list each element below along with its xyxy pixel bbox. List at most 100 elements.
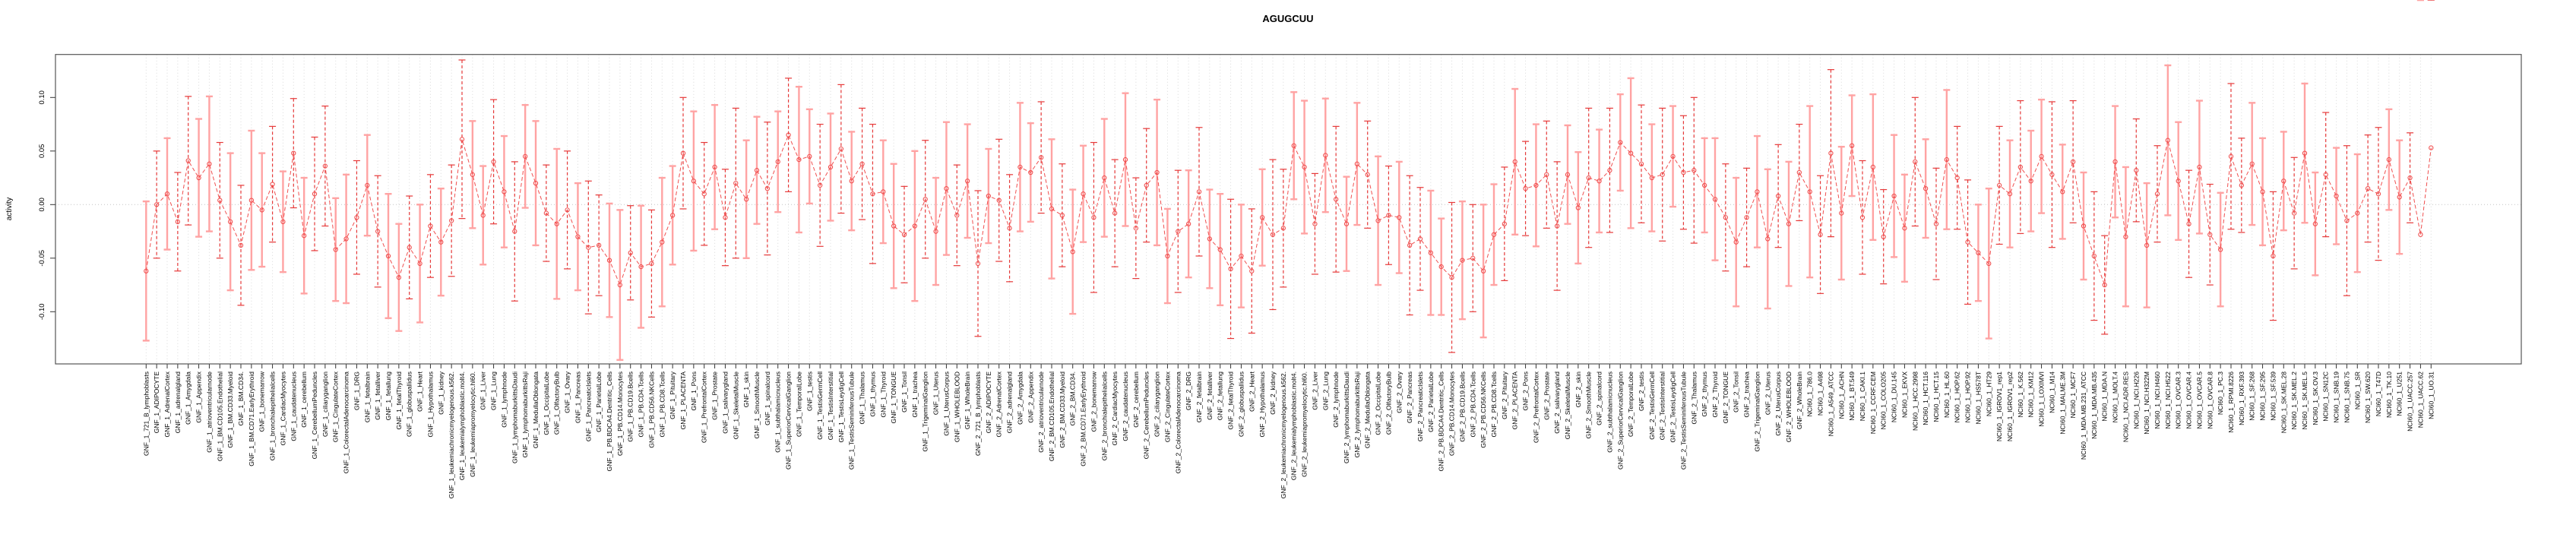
data-point-marker — [1755, 189, 1760, 194]
x-tick-label: NCI60_1_PC.3 — [2217, 372, 2224, 415]
data-point-marker — [175, 219, 181, 225]
data-point-marker — [1228, 266, 1233, 272]
data-point-marker — [1417, 236, 1423, 242]
x-tick-label: GNF_2_leukemiapromyelocytic.hl60. — [1301, 372, 1309, 477]
x-tick-label: GNF_1_trachea — [911, 372, 919, 418]
x-tick-label: GNF_2_AdrenalCortex — [995, 371, 1003, 437]
data-point-marker — [2049, 172, 2055, 177]
x-tick-label: NCI60_1_RXF.393 — [2238, 372, 2245, 425]
x-tick-label: NCI60_1_MALME.3M — [2059, 372, 2066, 435]
x-tick-label: GNF_1_SkeletalMuscle — [732, 372, 739, 440]
data-point-marker — [1775, 193, 1781, 199]
data-point-marker — [723, 215, 728, 220]
x-tick-label: NCI60_1_OVCAR.8 — [2206, 372, 2214, 429]
y-tick-label: -0.10 — [38, 303, 46, 320]
x-tick-label: GNF_2_kidney — [1269, 371, 1277, 414]
data-point-marker — [1607, 168, 1612, 173]
x-tick-label: GNF_1_UterusCorpus — [942, 372, 950, 436]
y-tick-label: 0.10 — [38, 90, 46, 105]
x-tick-label: GNF_1_caudatenucleus — [290, 372, 297, 441]
x-tick-label: NCI60_1_MDA.N — [2101, 372, 2109, 422]
data-point-marker — [1859, 215, 1866, 220]
data-point-marker — [617, 282, 623, 288]
x-tick-label: GNF_2_PLACENTA — [1511, 372, 1519, 430]
x-tick-label: GNF_1_Heart — [416, 371, 424, 412]
data-point-marker — [922, 197, 928, 202]
data-point-marker — [470, 172, 476, 177]
data-point-marker — [1049, 206, 1055, 212]
x-tick-label: GNF_2_TestisLeydigCell — [1669, 372, 1677, 443]
x-tick-label: NCI60_1_OVCAR.5 — [2195, 372, 2203, 429]
x-tick-label: GNF_1_SuperiorCervicalGanglion — [785, 372, 793, 470]
x-tick-label: NCI60_1_NCI.H322M — [2143, 372, 2150, 435]
data-point-marker — [733, 180, 739, 186]
x-tick-label: GNF_1_Pancreas — [574, 372, 581, 423]
x-tick-label: GNF_1_Thalamus — [859, 372, 866, 424]
x-tick-label: NCI60_1_SK.MEL.5 — [2301, 372, 2309, 430]
x-tick-label: GNF_2_TestisInterstitial — [1659, 372, 1666, 440]
data-point-marker — [2239, 182, 2244, 188]
x-tick-label: NCI60_1_OVCAR.4 — [2185, 372, 2193, 429]
x-tick-label: NCI60_1_SW.620 — [2364, 372, 2372, 423]
x-tick-label: GNF_2_fetallung — [1217, 372, 1224, 421]
data-point-marker — [1828, 150, 1834, 156]
x-tick-label: GNF_2_BM.CD71.EarlyErythroid — [1080, 372, 1087, 466]
data-point-marker — [2070, 159, 2076, 165]
x-tick-label: GNF_2_fetalThyroid — [1227, 372, 1235, 430]
x-tick-label: GNF_2_SkeletalMuscle — [1564, 372, 1571, 440]
data-point-marker — [1712, 197, 1718, 202]
x-tick-label: GNF_2_lymphomaburkittsRaji — [1353, 372, 1361, 457]
x-tick-label: GNF_1_SmoothMuscle — [753, 372, 761, 439]
data-point-marker — [912, 223, 918, 229]
x-tick-label: GNF_2_WHOLEBLOOD — [1785, 372, 1793, 442]
data-point-marker — [775, 159, 780, 165]
data-point-marker — [1217, 247, 1223, 252]
x-tick-label: GNF_2_Prostate — [1543, 372, 1550, 420]
data-point-marker — [1207, 236, 1213, 242]
x-tick-label: GNF_2_caudatenucleus — [1122, 372, 1129, 441]
x-tick-label: GNF_2_BM.CD34. — [1069, 372, 1077, 425]
x-tick-label: GNF_2_skin — [1574, 372, 1582, 408]
data-point-marker — [2060, 189, 2065, 194]
data-point-marker — [207, 161, 212, 166]
data-point-marker — [1091, 215, 1097, 220]
x-tick-label: GNF_2_leukemiachronicmyelogenous.k562. — [1280, 372, 1287, 498]
data-point-marker — [1102, 175, 1107, 181]
x-tick-label: GNF_1_BM.CD33.Myeloid — [226, 372, 234, 448]
x-tick-label: NCI60_1_SR — [2353, 372, 2361, 409]
x-tick-label: NCI60_1_RPMI.8226 — [2227, 372, 2235, 433]
x-tick-label: GNF_1_skin — [742, 372, 750, 408]
data-point-marker — [1397, 215, 1402, 220]
data-point-marker — [248, 198, 255, 203]
x-tick-label: NCI60_1_IGROV1_rep2 — [2006, 372, 2014, 441]
x-tick-label: GNF_1_thymus — [869, 372, 876, 417]
data-point-marker — [533, 180, 539, 186]
data-point-marker — [1733, 239, 1739, 245]
data-point-marker — [701, 191, 707, 197]
x-tick-label: GNF_2_Pituitary — [1501, 371, 1508, 419]
x-tick-label: GNF_2_BM.CD105.Endothelial — [1048, 372, 1055, 461]
data-point-marker — [2344, 218, 2350, 223]
x-tick-label: GNF_1_ciliaryganglion — [321, 372, 329, 437]
x-tick-label: NCI60_1_U251 — [2396, 372, 2404, 416]
x-tick-label: GNF_1_PB.CD56.NKCells — [647, 372, 655, 448]
x-tick-label: NCI60_1_SK.OV.3 — [2312, 372, 2319, 425]
x-tick-label: GNF_1_AdrenalCortex — [163, 371, 171, 437]
data-point-marker — [901, 232, 907, 237]
x-tick-label: GNF_1_BM.CD105.Endothelial — [216, 372, 223, 461]
x-tick-label: GNF_2_ciliaryganglion — [1154, 372, 1161, 437]
x-tick-label: NCI60_1_SK.MEL.28 — [2280, 372, 2287, 434]
y-tick-label: 0.05 — [38, 144, 46, 159]
data-point-marker — [1902, 226, 1907, 231]
x-tick-label: GNF_1_PB.BDCA4.Dentritic_Cells — [606, 372, 613, 471]
x-tick-label: GNF_2_DRG — [1185, 372, 1192, 410]
x-tick-label: GNF_1_lymphnode — [500, 372, 508, 428]
data-point-marker — [1249, 268, 1255, 274]
x-tick-label: GNF_1_bronchialepithelialcells — [269, 372, 277, 460]
x-tick-label: NCI60_1_MCF7 — [2069, 372, 2077, 419]
data-point-marker — [1618, 140, 1623, 145]
data-point-marker — [996, 198, 1002, 203]
x-tick-label: GNF_1_Appendix — [195, 371, 203, 422]
x-tick-label: GNF_1_fetalThyroid — [395, 372, 403, 430]
data-point-marker — [1586, 175, 1591, 181]
